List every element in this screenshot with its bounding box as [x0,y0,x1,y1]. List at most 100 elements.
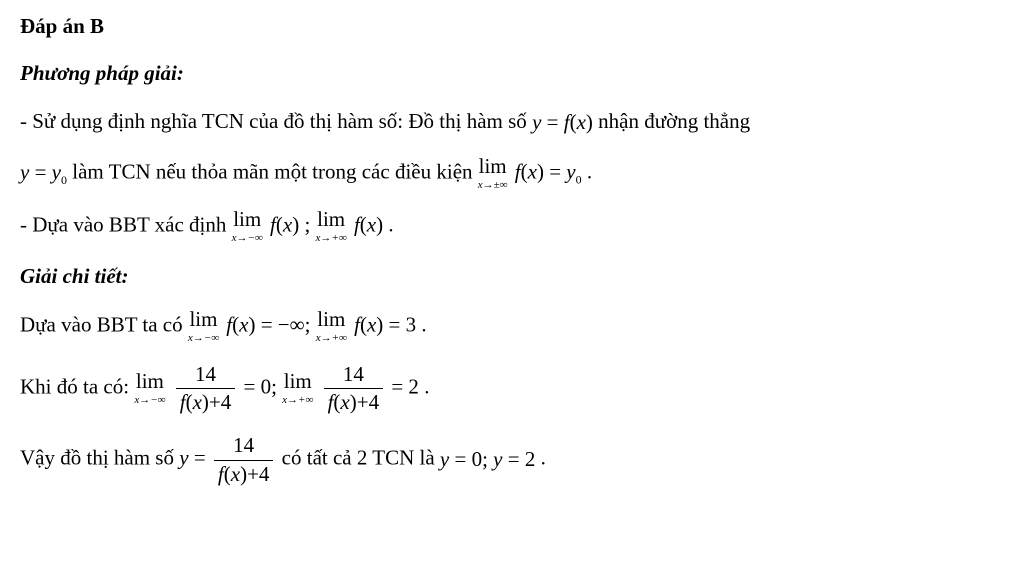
paren-close: ) [586,110,593,134]
lim-word: lim [282,371,313,392]
var-y: y [532,110,541,134]
separator: ; [304,212,315,236]
paren-close: ) [376,212,383,236]
subscript-0: 0 [61,173,67,187]
var-x: x [367,312,376,336]
numerator: 14 [324,362,384,389]
math-results: y = 0; y = 2 [440,445,535,474]
lim-word: lim [134,371,165,392]
equals-sign: = [541,110,563,134]
lim-word: lim [316,309,347,330]
limit-operator: lim x→±∞ [478,156,508,191]
denominator: f(x)+4 [176,389,236,415]
text-segment: Khi đó ta có: [20,375,134,399]
heading-method: Phương pháp giải: [20,59,1002,88]
paren-open: ( [360,312,367,336]
period: . [424,375,429,399]
limit-operator: lim x→−∞ [188,309,219,344]
math-lim-fx-eq-y0: lim x→±∞ f(x) = y0 [478,156,582,191]
text-segment: - Dựa vào BBT xác định [20,212,232,236]
text-segment: Vậy đồ thị hàm số [20,446,179,470]
lim-word: lim [478,156,508,177]
limit-operator: lim x→+∞ [316,309,347,344]
document-page: Đáp án B Phương pháp giải: - Sử dụng địn… [0,0,1022,577]
lim-subscript: x→−∞ [134,395,165,406]
text-segment: Dựa vào BBT ta có [20,312,188,336]
period: . [421,312,426,336]
period: . [388,212,393,236]
detail-paragraph-1: Dựa vào BBT ta có lim x→−∞ f(x) = −∞; li… [20,309,1002,344]
math-y-eq-y0: y = y0 [20,158,67,189]
text-segment: nhận đường thẳng [598,109,750,133]
method-paragraph-1: - Sử dụng định nghĩa TCN của đồ thị hàm … [20,107,1002,138]
denominator: f(x)+4 [214,461,274,487]
var-x: x [340,390,349,414]
method-paragraph-2: y = y0 làm TCN nếu thỏa mãn một trong cá… [20,156,1002,191]
fraction: 14 f(x)+4 [214,433,274,486]
detail-paragraph-3: Vậy đồ thị hàm số y = 14 f(x)+4 có tất c… [20,433,1002,486]
numerator: 14 [176,362,236,389]
lim-subscript: x→+∞ [282,395,313,406]
denominator: f(x)+4 [324,389,384,415]
lim-word: lim [316,209,347,230]
equals-0: = 0; [449,447,493,471]
math-lim-posinf-fx: lim x→+∞ f(x) [316,209,384,244]
equals-2: = 2 [391,375,419,399]
math-lim-neginf-fx-neginf: lim x→−∞ f(x) = −∞; lim x→+∞ f(x) = 3 [188,309,416,344]
paren-close: ) [537,159,544,183]
paren-open: ( [224,462,231,486]
period: . [541,446,546,470]
equals-sign: = [544,159,566,183]
paren-open: ( [276,212,283,236]
heading-answer: Đáp án B [20,12,1002,41]
lim-subscript: x→−∞ [188,333,219,344]
var-x: x [528,159,537,183]
equals-2: = 2 [503,447,536,471]
subscript-0: 0 [576,172,582,186]
limit-operator: lim x→−∞ [134,371,165,406]
numerator: 14 [214,433,274,460]
limit-operator: lim x→−∞ [232,209,263,244]
lim-word: lim [188,309,219,330]
equals-sign: = [189,446,211,470]
period: . [587,159,592,183]
plus-4: +4 [357,390,379,414]
detail-paragraph-2: Khi đó ta có: lim x→−∞ 14 f(x)+4 = 0; li… [20,362,1002,415]
method-paragraph-3: - Dựa vào BBT xác định lim x→−∞ f(x) ; l… [20,209,1002,244]
text-segment: làm TCN nếu thỏa mãn một trong các điều … [72,159,478,183]
var-x: x [577,110,586,134]
var-x: x [193,390,202,414]
text-segment: có tất cả 2 TCN là [282,446,440,470]
plus-4: +4 [247,462,269,486]
var-y: y [493,447,502,471]
lim-subscript: x→±∞ [478,180,508,191]
fraction: 14 f(x)+4 [324,362,384,415]
equals-neg-infinity: = −∞; [255,312,315,336]
lim-subscript: x→+∞ [316,233,347,244]
var-x: x [367,212,376,236]
paren-close: ) [202,390,209,414]
paren-open: ( [570,110,577,134]
var-x: x [283,212,292,236]
plus-4: +4 [209,390,231,414]
var-y: y [52,160,61,184]
lim-subscript: x→−∞ [232,233,263,244]
equals-3: = 3 [383,312,416,336]
paren-close: ) [350,390,357,414]
var-x: x [231,462,240,486]
limit-operator: lim x→+∞ [282,371,313,406]
equals-sign: = [29,160,51,184]
math-y-eq-fx: y = f(x) [532,108,593,137]
paren-open: ( [521,159,528,183]
math-lim-frac-0: lim x→−∞ 14 f(x)+4 = 0; lim x→+∞ 14 f(x)… [134,362,419,415]
limit-operator: lim x→+∞ [316,209,347,244]
text-segment: - Sử dụng định nghĩa TCN của đồ thị hàm … [20,109,532,133]
fraction: 14 f(x)+4 [176,362,236,415]
var-y: y [566,159,575,183]
var-y: y [179,446,188,470]
paren-close: ) [292,212,299,236]
heading-detail: Giải chi tiết: [20,262,1002,291]
equals-0: = 0; [243,375,282,399]
paren-open: ( [186,390,193,414]
var-y: y [20,160,29,184]
